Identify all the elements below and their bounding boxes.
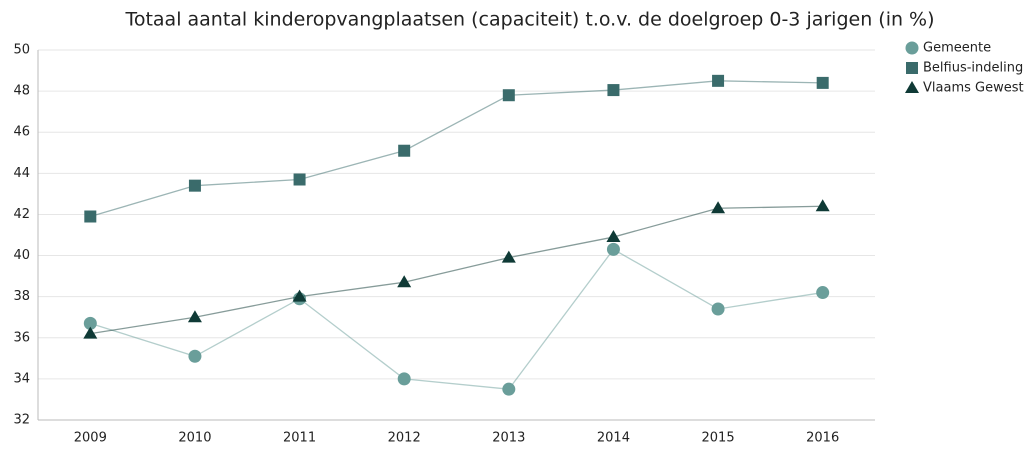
y-tick-label: 44 [13, 166, 30, 181]
data-point [187, 310, 202, 323]
data-point [398, 144, 411, 157]
chart-title: Totaal aantal kinderopvangplaatsen (capa… [124, 9, 934, 31]
y-tick-label: 42 [13, 207, 30, 222]
legend-label: Gemeente [923, 41, 991, 56]
data-point [83, 316, 97, 330]
y-tick-label: 48 [13, 84, 30, 99]
y-tick-label: 38 [13, 289, 30, 304]
y-tick-label: 46 [13, 125, 30, 140]
x-tick-label: 2010 [178, 431, 211, 446]
x-tick-label: 2016 [806, 431, 839, 446]
data-point [292, 289, 307, 302]
legend-marker [906, 62, 918, 74]
x-tick-label: 2012 [388, 431, 421, 446]
x-tick-label: 2013 [492, 431, 525, 446]
data-point [397, 275, 412, 288]
data-point [711, 302, 725, 316]
data-point [188, 179, 201, 192]
data-point [712, 74, 725, 87]
data-point [501, 250, 516, 263]
y-tick-label: 40 [13, 248, 30, 263]
series-line [90, 205, 823, 335]
y-tick-label: 34 [13, 371, 30, 386]
x-tick-label: 2015 [702, 431, 735, 446]
data-point [502, 382, 516, 396]
legend-label: Belfius-indeling [923, 61, 1023, 76]
data-point [711, 201, 726, 214]
data-point [816, 76, 829, 89]
x-tick-label: 2009 [74, 431, 107, 446]
y-tick-label: 32 [13, 413, 30, 428]
y-tick-label: 36 [13, 330, 30, 345]
legend-label: Vlaams Gewest [923, 81, 1024, 96]
data-point [188, 349, 202, 363]
data-point [606, 242, 620, 256]
data-point [815, 199, 830, 212]
series-line [90, 80, 823, 218]
data-point [84, 210, 97, 223]
y-tick-label: 50 [13, 43, 30, 58]
data-point [502, 89, 515, 102]
x-tick-label: 2014 [597, 431, 630, 446]
data-point [293, 173, 306, 186]
data-point [83, 326, 98, 339]
legend-marker [905, 81, 919, 93]
data-point [397, 372, 411, 386]
series-line [90, 248, 823, 390]
data-point [816, 286, 830, 300]
data-point [607, 84, 620, 97]
legend-marker [905, 41, 919, 55]
data-point [606, 230, 621, 243]
x-tick-label: 2011 [283, 431, 316, 446]
